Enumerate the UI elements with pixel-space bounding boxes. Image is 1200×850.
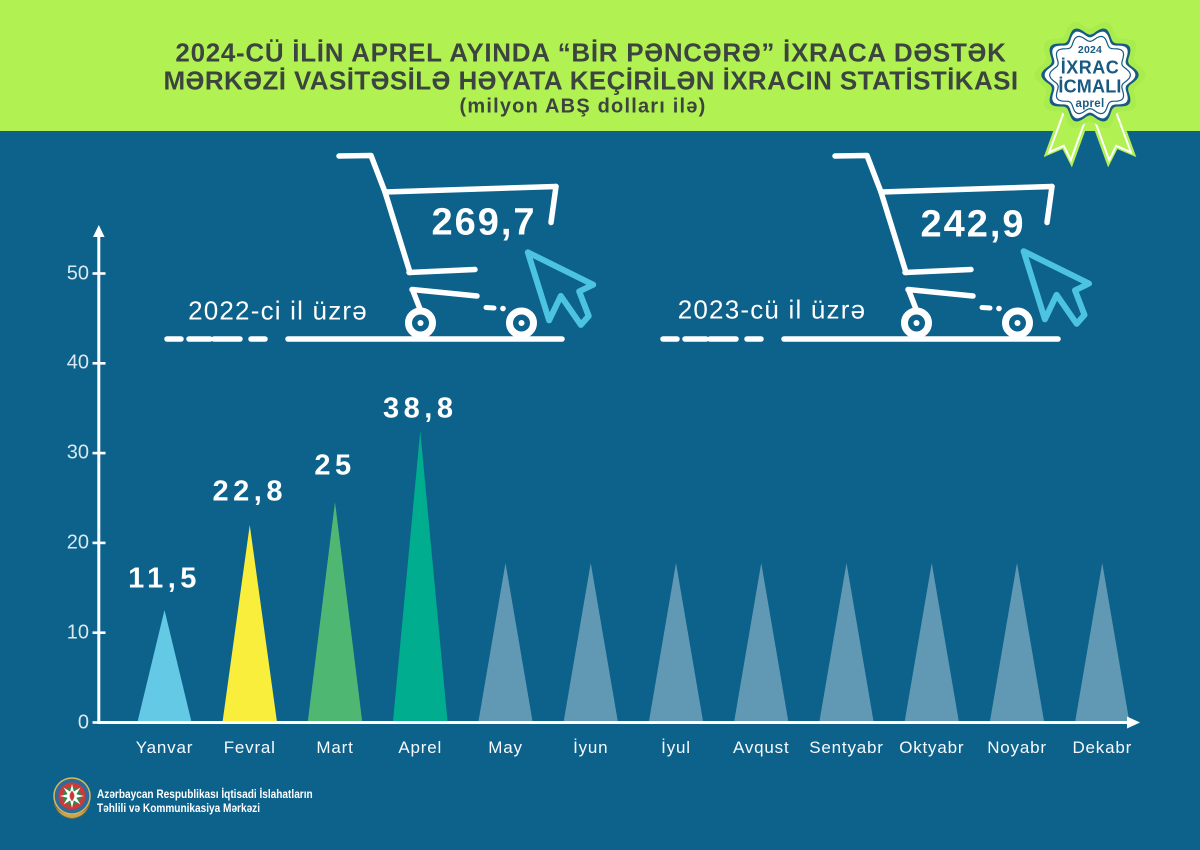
month-label-Oktyabr: Oktyabr bbox=[899, 738, 965, 757]
y-tick-label-50: 50 bbox=[66, 262, 89, 284]
cursor-icon-2 bbox=[1024, 251, 1089, 324]
peak-Sentyabr bbox=[819, 563, 874, 724]
peak-Fevral bbox=[222, 525, 278, 724]
peak-Yanvar bbox=[137, 610, 192, 724]
peak-Dekabr bbox=[1074, 563, 1130, 724]
y-tick-label-40: 40 bbox=[66, 351, 89, 374]
badge-title-line-2: İCMALI bbox=[1058, 76, 1122, 96]
badge-seal bbox=[1034, 21, 1146, 129]
month-label-Noyabr: Noyabr bbox=[987, 738, 1047, 757]
month-label-Dekabr: Dekabr bbox=[1072, 738, 1133, 757]
badge-title-line-1: İXRAC bbox=[1060, 57, 1120, 78]
month-label-Avqust: Avqust bbox=[733, 738, 790, 757]
y-tick-label-10: 10 bbox=[66, 621, 89, 644]
y-tick-label-0: 0 bbox=[77, 711, 89, 733]
cart-2022-label: 2022-ci il üzrə bbox=[188, 295, 368, 326]
y-tick-label-30: 30 bbox=[66, 441, 89, 464]
value-label-Mart: 25 bbox=[314, 449, 356, 482]
month-label-May: May bbox=[488, 738, 523, 757]
month-label-Fevral: Fevral bbox=[223, 738, 276, 757]
x-axis-arrow bbox=[1127, 716, 1140, 729]
azerbaijan-emblem bbox=[53, 777, 91, 819]
month-label-İyul: İyul bbox=[661, 738, 691, 757]
peak-İyun bbox=[563, 563, 619, 724]
page-title-line-2: MƏRKƏZİ VASİTƏSİLƏ HƏYATA KEÇİRİLƏN İXRA… bbox=[163, 65, 1019, 96]
peak-Avqust bbox=[733, 563, 789, 724]
header-band bbox=[0, 0, 1200, 131]
badge-pinstripe bbox=[1048, 35, 1132, 115]
peak-İyul bbox=[648, 563, 704, 724]
cart-2022-value: 269,7 bbox=[431, 201, 537, 244]
month-label-Aprel: Aprel bbox=[398, 738, 443, 757]
cart-2023-value: 242,9 bbox=[920, 203, 1026, 246]
axes bbox=[92, 225, 1140, 729]
peak-Mart bbox=[307, 502, 363, 724]
month-label-Yanvar: Yanvar bbox=[135, 738, 194, 757]
month-label-Mart: Mart bbox=[316, 738, 354, 757]
value-label-Yanvar: 11,5 bbox=[128, 562, 201, 595]
peak-Oktyabr bbox=[904, 563, 960, 724]
month-peaks bbox=[137, 431, 1130, 724]
y-tick-marks bbox=[92, 272, 106, 724]
peak-May bbox=[478, 563, 533, 724]
footer-org-line-1: Azərbaycan Respublikası İqtisadi İslahat… bbox=[97, 787, 313, 801]
value-label-Aprel: 38,8 bbox=[383, 392, 458, 425]
peak-Noyabr bbox=[989, 563, 1045, 724]
month-label-Sentyabr: Sentyabr bbox=[809, 738, 884, 757]
cursor-icon-1 bbox=[528, 252, 593, 325]
badge-year: 2024 bbox=[1077, 44, 1103, 56]
badge-white-scallop bbox=[1044, 31, 1136, 119]
badge-month: aprel bbox=[1075, 97, 1105, 110]
cart-2023-label: 2023-cü il üzrə bbox=[677, 294, 867, 325]
y-axis-arrow bbox=[93, 225, 105, 237]
page-subtitle: (milyon ABŞ dolları ilə) bbox=[459, 95, 707, 118]
page-title-line-1: 2024-CÜ İLİN APREL AYINDA “BİR PƏNCƏRƏ” … bbox=[175, 37, 1007, 68]
footer-org-line-2: Təhlili və Kommunikasiya Mərkəzi bbox=[97, 800, 261, 815]
value-label-Fevral: 22,8 bbox=[212, 475, 287, 508]
peak-Aprel bbox=[392, 431, 448, 724]
award-badge bbox=[1034, 21, 1146, 168]
y-tick-label-20: 20 bbox=[66, 531, 89, 554]
month-label-İyun: İyun bbox=[573, 738, 609, 757]
